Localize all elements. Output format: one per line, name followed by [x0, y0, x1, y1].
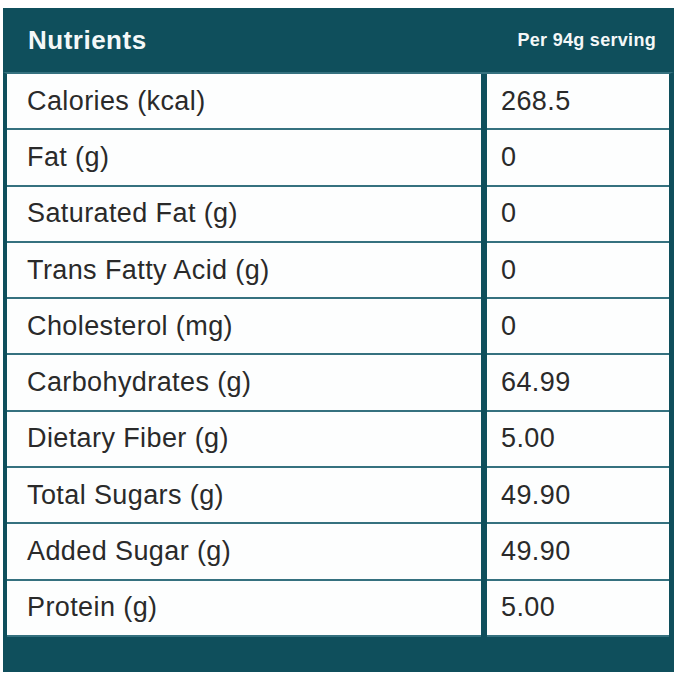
table-row: Saturated Fat (g)0 [7, 187, 669, 243]
nutrient-value-cell: 49.90 [487, 524, 669, 580]
table-header: Nutrients Per 94g serving [3, 8, 674, 72]
table-row: Trans Fatty Acid (g)0 [7, 243, 669, 299]
nutrient-name-cell: Dietary Fiber (g) [7, 412, 481, 468]
serving-size-label: Per 94g serving [517, 30, 656, 51]
nutrient-name-cell: Saturated Fat (g) [7, 187, 481, 243]
nutrients-table: Nutrients Per 94g serving Calories (kcal… [3, 8, 674, 672]
nutrient-name-cell: Calories (kcal) [7, 74, 481, 130]
nutrient-name-cell: Total Sugars (g) [7, 468, 481, 524]
nutrient-value-cell: 0 [487, 130, 669, 186]
table-row: Calories (kcal)268.5 [7, 74, 669, 130]
table-row: Added Sugar (g)49.90 [7, 524, 669, 580]
nutrient-name-cell: Added Sugar (g) [7, 524, 481, 580]
table-row: Cholesterol (mg)0 [7, 299, 669, 355]
table-row: Total Sugars (g)49.90 [7, 468, 669, 524]
nutrient-value-cell: 49.90 [487, 468, 669, 524]
table-row: Fat (g)0 [7, 130, 669, 186]
nutrient-value-cell: 268.5 [487, 74, 669, 130]
nutrient-name-cell: Carbohydrates (g) [7, 355, 481, 411]
nutrient-value-cell: 5.00 [487, 412, 669, 468]
nutrition-label-page: Nutrients Per 94g serving Calories (kcal… [0, 0, 679, 680]
table-body: Calories (kcal)268.5Fat (g)0Saturated Fa… [3, 72, 674, 637]
nutrient-name-cell: Fat (g) [7, 130, 481, 186]
nutrient-name-cell: Trans Fatty Acid (g) [7, 243, 481, 299]
table-row: Protein (g)5.00 [7, 581, 669, 637]
table-title: Nutrients [28, 25, 147, 56]
nutrient-value-cell: 0 [487, 243, 669, 299]
table-footer-band [3, 637, 674, 672]
nutrient-value-cell: 0 [487, 187, 669, 243]
table-row: Carbohydrates (g)64.99 [7, 355, 669, 411]
nutrient-name-cell: Protein (g) [7, 581, 481, 637]
table-row: Dietary Fiber (g)5.00 [7, 412, 669, 468]
nutrient-value-cell: 5.00 [487, 581, 669, 637]
nutrient-name-cell: Cholesterol (mg) [7, 299, 481, 355]
nutrient-value-cell: 64.99 [487, 355, 669, 411]
nutrient-value-cell: 0 [487, 299, 669, 355]
